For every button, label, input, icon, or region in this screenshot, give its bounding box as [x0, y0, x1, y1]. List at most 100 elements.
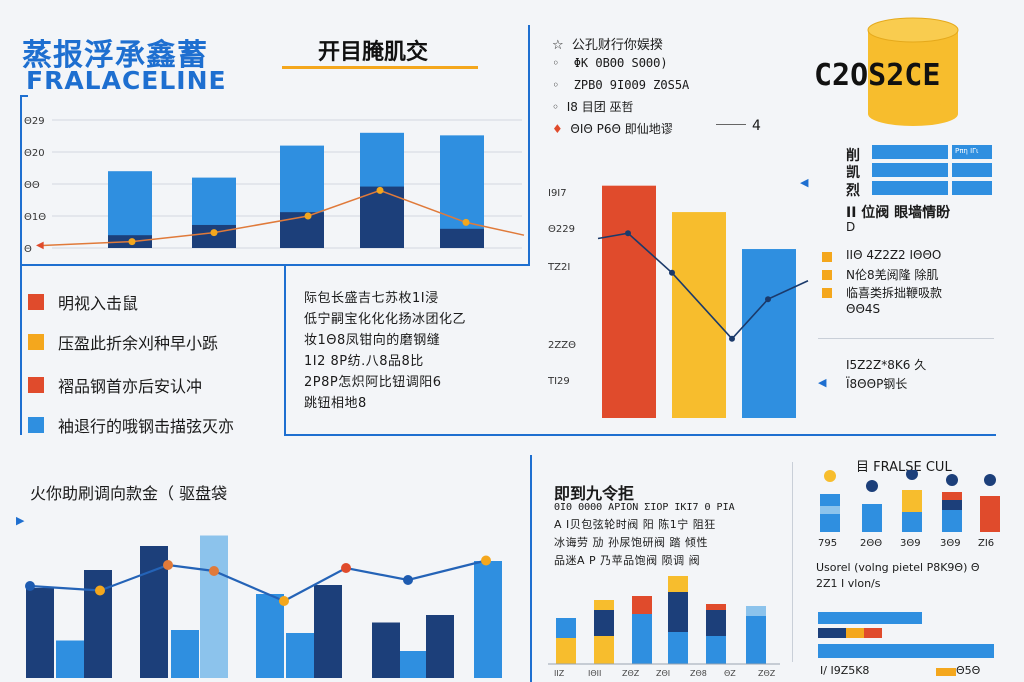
data-point: [481, 555, 491, 566]
mid-bottom-text: ΘΙΘ ΘΘΘΘ ΑΡΙΟΝ ΣΙΟΡ ΙΚΙ7 Θ ΡΙΑ Α Ι贝包弦轮时阀…: [554, 500, 786, 570]
hbar: [818, 644, 994, 658]
bullet-tail: ΘΘ4S: [846, 302, 881, 316]
bullet-square: [822, 288, 832, 298]
data-point: [376, 186, 384, 194]
chart2: Ι9Ι7 Θ229 ΤΖ2Ι 2ΖΖΘ ΤΙ29: [548, 185, 809, 418]
frame-bottom-mid: [530, 455, 532, 682]
x-tick-label: ΖΘΙ: [656, 669, 670, 678]
bullet-text: ΙΙΘ 4Ζ2Ζ2 ΙΘΘΟ: [846, 248, 942, 262]
x-tick-label: 3Θ9: [940, 538, 961, 549]
legend-swatch: [28, 417, 44, 433]
list-trailing-number: 4: [752, 118, 761, 134]
bar-stack: [192, 224, 236, 248]
text-line: Α Ι贝包弦轮时阀 阳 陈1宁 阻狂: [554, 518, 716, 531]
bar-segment: [980, 496, 1000, 532]
bar: [426, 615, 454, 678]
data-point: [729, 335, 735, 342]
legend-swatch: [28, 377, 44, 393]
bar-stack: [280, 212, 324, 248]
hbar: [952, 145, 992, 159]
bar-segment: [594, 610, 614, 636]
list-underline: [716, 124, 746, 125]
bar-segment: [746, 606, 766, 616]
y-tick-label: Θ1Θ: [24, 212, 46, 223]
text-line: ΘΙΘ ΘΘΘΘ ΑΡΙΟΝ ΣΙΟΡ ΙΚΙ7 Θ ΡΙΑ: [554, 502, 735, 513]
y-tick-label: Ι9Ι7: [548, 188, 567, 199]
hbar: [818, 612, 922, 624]
chart4: ΙΙΖ ΙΘΙΙ ΖΘΖ ΖΘΙ ΖΘ8 ΘΖ ΖΘΖ: [548, 576, 780, 678]
page-title-en: FRALACELINE: [26, 66, 227, 95]
list-bullet: ♦: [552, 122, 563, 136]
bar-segment: [556, 618, 576, 638]
page-title-cn: 蒸报浮承鑫蓄: [22, 38, 208, 73]
data-point: [128, 238, 136, 246]
bar-segment: [706, 610, 726, 636]
arrow-icon: ◀: [800, 176, 809, 189]
bullet-text: 临喜类拆拙鞭吸款: [846, 286, 943, 300]
bar-segment: [632, 596, 652, 614]
bar-segment: [820, 514, 840, 532]
x-tick-label: 795: [818, 538, 837, 549]
divider-left-top: [20, 95, 28, 97]
row-label: 凯: [846, 165, 860, 181]
bar: [171, 630, 199, 678]
list-item: ◦ ΖΡΒΘ 9ΙΘΘ9 ΖΘS5Α: [552, 78, 689, 92]
data-point: [946, 474, 958, 486]
data-point: [403, 575, 413, 585]
legend-swatch: [28, 294, 44, 310]
bullet-square: [822, 252, 832, 262]
bar-stack: [440, 228, 484, 248]
row-label: 削: [846, 148, 860, 164]
text-line: 妆1Θ8凤钳向的磨钢缝: [304, 333, 441, 348]
legend-label: 压盈此折余刈种早小跞: [58, 334, 219, 353]
legend-item: 明视入击鼠: [28, 290, 138, 314]
list-bullet: ◦: [552, 100, 560, 114]
bar-segment: [706, 636, 726, 664]
row-label: 烈: [846, 183, 860, 199]
text-line: 跳钮相地8: [304, 396, 367, 411]
x-tick-label: ΖΘ8: [690, 669, 707, 678]
legend-swatch: [28, 334, 44, 350]
bar-segment: [942, 500, 962, 510]
mid-text-block: 际包长盛吉七苏枚1Ι浸 低宁嗣宝化化化扬冰团化乙 妆1Θ8凤钳向的磨钢缝 1Ι2…: [304, 288, 524, 414]
frame-right-top-thin: [818, 338, 994, 339]
legend-item: 压盈此折余刈种早小跞: [28, 330, 218, 354]
bar-segment: [902, 512, 922, 532]
mid-bottom-title: 即到九令拒: [554, 484, 635, 503]
list-text: Ι8 目团 巫哲: [566, 100, 634, 114]
y-tick-label: ΘΘ: [24, 180, 40, 191]
data-point: [95, 585, 105, 596]
bar-segment: [594, 600, 614, 610]
badge-text: C2OS2CE: [814, 58, 941, 93]
list-bullet: ◦: [552, 78, 560, 92]
text-line: 1Ι2 8Ρ纺.八8品8比: [304, 354, 424, 369]
list-bullet: ☆: [552, 38, 564, 53]
bottom-right-line1: Usorel (volng pietel Ρ8Κ9Θ) Θ: [816, 561, 980, 574]
chart1: Θ29 Θ20 ΘΘ Θ1Θ Θ ◀: [24, 116, 525, 255]
hbar: [818, 628, 846, 638]
bar: [140, 546, 168, 678]
bar-segment: [594, 636, 614, 664]
bar-segment: [746, 616, 766, 664]
y-tick-label: Θ229: [548, 224, 575, 235]
x-tick-label: 2ΘΘ: [860, 538, 882, 549]
chart1-title-underline: [282, 66, 478, 69]
frame-row-divider: [284, 434, 996, 436]
chart3-title: 火你助刷调向款金（ 驱盘袋: [30, 484, 228, 503]
list-text: ΖΡΒΘ 9ΙΘΘ9 ΖΘS5Α: [573, 78, 690, 92]
note-line: Ι5Ζ2Ζ*8Κ6 久: [846, 358, 927, 372]
trend-line: [29, 559, 487, 603]
axis-marker: ◀: [36, 240, 44, 251]
bar-segment: [668, 592, 688, 632]
y-tick-label: Θ: [24, 244, 32, 255]
frame-right-thin: [792, 462, 793, 662]
bar-segment: [706, 604, 726, 610]
list-item: ☆ 公孔财行你娱揆: [552, 34, 663, 53]
legend-item: 袖退行的哦钢击描弦灭亦: [28, 413, 234, 437]
text-line: 冰诲劳 劢 孙尿饱研阀 踏 倾性: [554, 536, 708, 549]
text-line: 品迷Α Ρ 乃苹品饱阀 陨调 阀: [554, 554, 701, 567]
chart1-title: 开目腌肌交: [318, 40, 429, 65]
bar: [602, 185, 656, 418]
legend-label: 褶品钢首亦后安认冲: [58, 377, 203, 396]
hbar: [846, 628, 864, 638]
